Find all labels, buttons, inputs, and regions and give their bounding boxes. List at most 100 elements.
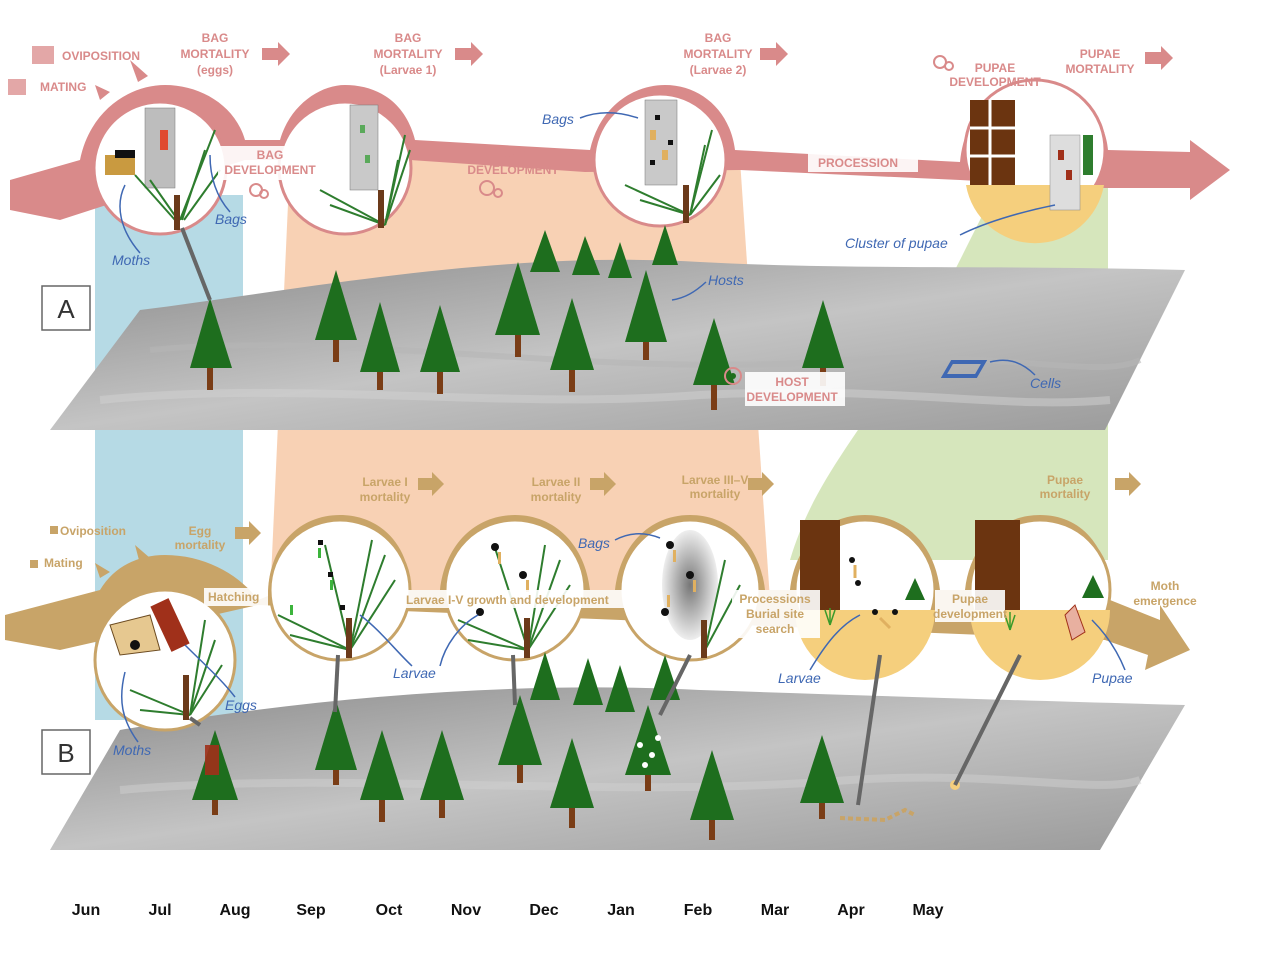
circle-a4 [963, 78, 1107, 244]
label-bag-mortality-l2-3: (Larvae 2) [690, 63, 747, 77]
label-bag-development-1b: DEVELOPMENT [224, 163, 316, 177]
bag-development-icon-2 [479, 180, 503, 198]
label-hatching: Hatching [208, 590, 259, 604]
label-bag-development-2a: BAG [500, 148, 527, 162]
label-larvae-i-mortality-2: mortality [360, 490, 411, 504]
panel-b-labels: Oviposition Mating Egg mortality Larvae … [30, 473, 1197, 638]
circle-b6 [968, 518, 1112, 680]
label-larvae-ii-mortality-2: mortality [531, 490, 582, 504]
panel-letter-b-box: B [41, 729, 91, 775]
round-tree-b3 [360, 730, 404, 822]
panel-b-annotations: Moths Eggs Larvae Bags Larvae Pupae [113, 533, 1133, 758]
label-bag-mortality-l1-2: MORTALITY [373, 47, 442, 61]
annotation-eggs: Eggs [225, 697, 257, 713]
round-tree-b11 [625, 705, 671, 791]
round-tree-b1 [192, 730, 238, 815]
annotation-larvae-b2: Larvae [778, 670, 821, 686]
cell-square [940, 360, 988, 378]
round-tree-b2 [315, 700, 357, 785]
pine-tree-a7 [572, 236, 600, 275]
panel-letter-b: B [57, 738, 74, 768]
annotation-cluster-of-pupae: Cluster of pupae [845, 235, 948, 251]
label-bag-mortality-l2-1: BAG [705, 31, 732, 45]
label-larvae-i-mortality-1: Larvae I [362, 475, 407, 489]
panel-letter-a-box: A [41, 285, 91, 331]
month-label: May [912, 902, 943, 919]
annotation-moths-b: Moths [113, 742, 151, 758]
pine-tree-a8 [608, 242, 632, 278]
label-pupae-mortality-a2: MORTALITY [1065, 62, 1134, 76]
pine-tree-a6 [530, 230, 560, 272]
pine-tree-a4 [420, 305, 460, 394]
label-larvae-iii-v-mortality-1: Larvae III–V [682, 473, 749, 487]
pine-tree-a10 [550, 298, 594, 392]
label-bag-development-2b: DEVELOPMENT [467, 163, 559, 177]
month-label: Jan [607, 902, 635, 919]
month-label: Dec [529, 902, 558, 919]
label-moth-emergence-2: emergence [1133, 594, 1197, 608]
label-bag-mortality-l2-2: MORTALITY [683, 47, 752, 61]
label-pupae-mortality-a1: PUPAE [1080, 47, 1120, 61]
circle-a2 [277, 100, 413, 236]
procession-icon-a [780, 155, 802, 171]
label-pupae-mortality-b2: mortality [1040, 487, 1091, 501]
label-pupae-development-a2: DEVELOPMENT [949, 75, 1041, 89]
month-label: Mar [761, 902, 789, 919]
annotation-bags-a2: Bags [542, 111, 574, 127]
panel-b-trees [188, 652, 1022, 840]
mating-icon-a [8, 79, 26, 95]
round-tree-b8 [605, 665, 635, 712]
label-mating-a: MATING [40, 80, 86, 94]
bag-development-icon-1 [249, 183, 269, 199]
pine-tree-a12 [693, 318, 735, 410]
annotation-bags-b: Bags [578, 535, 610, 551]
circle-a3 [592, 92, 728, 228]
round-tree-b10 [550, 738, 594, 828]
round-tree-b9 [650, 655, 680, 700]
circle-b1 [93, 588, 237, 732]
annotation-pupae: Pupae [1092, 670, 1133, 686]
label-host-development-1: HOST [775, 375, 809, 389]
label-moth-emergence-1: Moth [1151, 579, 1180, 593]
label-larvae-iii-v-mortality-2: mortality [690, 487, 741, 501]
label-pupae-development-a1: PUPAE [975, 61, 1015, 75]
panel-a-trees [180, 225, 988, 410]
month-label: Oct [376, 902, 403, 919]
label-pupae-development-b1: Pupae [952, 592, 988, 606]
annotation-hosts: Hosts [708, 272, 744, 288]
label-bag-mortality-eggs-3: (eggs) [197, 63, 233, 77]
month-label: Nov [451, 902, 481, 919]
panel-a-annotations: Moths Bags Bags Hosts Cluster of pupae C… [112, 111, 1061, 391]
round-tree-b5 [498, 695, 542, 783]
pine-tree-a3 [360, 302, 400, 390]
oviposition-icon-a [32, 46, 54, 64]
label-processions-2: Burial site [746, 607, 804, 621]
label-larvae-growth: Larvae I-V growth and development [406, 593, 609, 607]
label-bag-mortality-eggs-1: BAG [202, 31, 229, 45]
month-label: Aug [219, 902, 250, 919]
panel-a-small-arrows [95, 42, 1173, 100]
panel-letter-a: A [57, 294, 75, 324]
circle-a1 [92, 100, 228, 236]
procession-line [839, 807, 916, 823]
annotation-larvae-b1: Larvae [393, 665, 436, 681]
oviposition-icon-b [50, 526, 58, 534]
pine-tree-a1 [190, 298, 232, 390]
annotation-cells: Cells [1030, 375, 1061, 391]
label-pupae-development-b2: development [933, 607, 1007, 621]
pupae-development-icon-a [933, 55, 954, 71]
month-label: Jul [148, 902, 171, 919]
panel-b-small-arrows [95, 472, 1141, 578]
round-tree-b7 [573, 658, 603, 705]
label-bag-mortality-eggs-2: MORTALITY [180, 47, 249, 61]
label-oviposition-a: OVIPOSITION [62, 49, 140, 63]
label-processions-3: search [756, 622, 795, 636]
label-bag-mortality-l1-1: BAG [395, 31, 422, 45]
label-processions-1: Processions [739, 592, 811, 606]
round-tree-b12 [690, 750, 734, 840]
pine-tree-a9 [652, 225, 678, 265]
label-mating-b: Mating [44, 556, 83, 570]
round-tree-b13 [800, 735, 844, 819]
host-development-icon [724, 367, 742, 385]
